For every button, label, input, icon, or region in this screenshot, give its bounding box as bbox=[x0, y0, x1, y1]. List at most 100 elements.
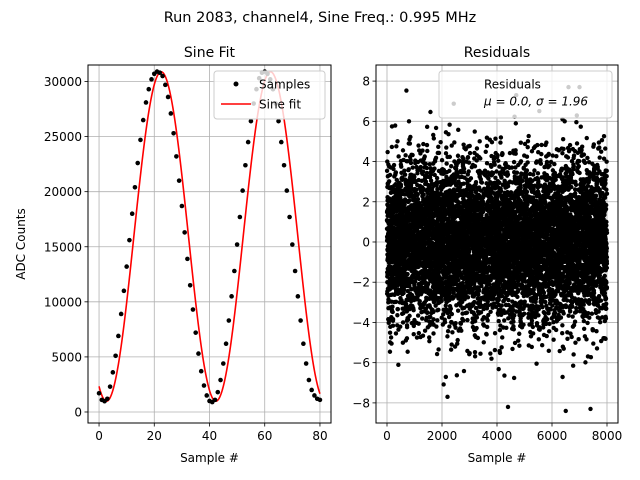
sample-point bbox=[171, 130, 176, 136]
residual-point bbox=[500, 335, 505, 340]
residual-point bbox=[505, 184, 511, 189]
sine-fit-ylabel: ADC Counts bbox=[14, 208, 28, 280]
residual-point bbox=[405, 349, 410, 354]
residual-point bbox=[400, 148, 406, 153]
sample-point bbox=[143, 100, 149, 105]
residual-point bbox=[402, 172, 408, 177]
residual-point bbox=[433, 155, 439, 161]
residual-point bbox=[461, 181, 466, 186]
sample-point bbox=[223, 341, 229, 346]
residual-point bbox=[489, 356, 494, 361]
residual-point bbox=[385, 149, 390, 155]
residual-point bbox=[398, 184, 404, 189]
sample-point bbox=[301, 341, 306, 346]
residual-point bbox=[415, 313, 421, 318]
residual-point bbox=[423, 161, 428, 167]
residual-point bbox=[488, 351, 493, 356]
sample-point bbox=[243, 162, 248, 168]
sine-fit-ytick-label: 10000 bbox=[44, 295, 82, 309]
residual-point bbox=[445, 334, 450, 339]
residual-point bbox=[407, 313, 412, 319]
residual-point bbox=[432, 166, 437, 171]
residual-point bbox=[431, 136, 437, 141]
sample-point bbox=[204, 393, 210, 398]
residual-point bbox=[408, 134, 413, 140]
residual-point bbox=[428, 178, 434, 183]
residual-point bbox=[514, 170, 520, 175]
residual-point bbox=[434, 351, 440, 357]
sample-point bbox=[292, 268, 298, 274]
sample-point bbox=[240, 188, 245, 193]
sample-point bbox=[157, 70, 163, 76]
residual-point bbox=[510, 346, 515, 352]
residual-point bbox=[484, 324, 490, 330]
residual-point bbox=[412, 174, 417, 180]
residual-point bbox=[461, 156, 466, 162]
residual-point bbox=[511, 327, 516, 332]
residual-point bbox=[455, 171, 460, 176]
residual-point bbox=[387, 330, 393, 335]
residual-point bbox=[465, 295, 471, 300]
residual-point bbox=[456, 127, 461, 133]
sample-point bbox=[127, 237, 132, 243]
residual-point bbox=[477, 139, 482, 144]
residual-point bbox=[447, 154, 453, 160]
sample-point bbox=[237, 214, 243, 220]
residual-point bbox=[421, 192, 426, 197]
residual-point bbox=[506, 297, 511, 303]
residual-point bbox=[435, 318, 440, 323]
sample-point bbox=[135, 160, 141, 166]
residual-point bbox=[502, 373, 507, 378]
residual-point bbox=[425, 148, 430, 154]
residual-point bbox=[435, 186, 440, 192]
residual-point bbox=[424, 170, 430, 176]
sample-point bbox=[187, 283, 193, 288]
sample-point bbox=[245, 139, 251, 145]
sine-fit-xtick-label: 40 bbox=[202, 429, 217, 443]
residual-point bbox=[473, 179, 479, 185]
residual-point bbox=[395, 306, 401, 312]
residual-point bbox=[499, 175, 504, 180]
residual-point bbox=[464, 310, 470, 315]
sample-point bbox=[215, 389, 221, 395]
residual-point bbox=[421, 141, 426, 147]
sample-point bbox=[212, 397, 218, 403]
sample-point bbox=[132, 184, 138, 190]
residual-point bbox=[427, 323, 432, 328]
residual-point bbox=[489, 140, 495, 145]
residual-point bbox=[484, 160, 490, 166]
residual-point bbox=[448, 347, 454, 352]
sample-point bbox=[121, 288, 127, 294]
residual-point bbox=[424, 124, 430, 130]
residual-point bbox=[390, 304, 395, 309]
residual-point bbox=[412, 279, 418, 284]
residual-point bbox=[444, 161, 449, 166]
residual-point bbox=[479, 180, 485, 185]
residual-point bbox=[500, 151, 505, 157]
residual-point bbox=[414, 187, 419, 192]
sample-point bbox=[312, 393, 317, 398]
residual-point bbox=[513, 151, 518, 156]
residual-point bbox=[391, 166, 396, 172]
residual-point bbox=[447, 324, 452, 329]
sample-point bbox=[248, 118, 254, 124]
residual-point bbox=[434, 175, 440, 181]
residual-point bbox=[449, 143, 454, 148]
residual-point bbox=[496, 318, 501, 324]
residual-point bbox=[394, 144, 399, 149]
residual-point bbox=[405, 271, 410, 277]
residual-point bbox=[406, 317, 411, 322]
sample-point bbox=[278, 139, 284, 145]
sample-point bbox=[163, 82, 168, 88]
sample-point bbox=[317, 397, 323, 403]
residual-point bbox=[439, 298, 444, 304]
sine-fit-ytick-label: 0 bbox=[74, 405, 82, 419]
residual-point bbox=[511, 319, 516, 324]
residual-point bbox=[411, 308, 416, 313]
sine-fit-ytick-label: 25000 bbox=[44, 130, 82, 144]
residual-point bbox=[449, 320, 454, 325]
sine-fit-xtick-label: 60 bbox=[257, 429, 272, 443]
residual-point bbox=[468, 176, 474, 181]
residual-point bbox=[492, 331, 498, 336]
residual-point bbox=[498, 135, 504, 140]
